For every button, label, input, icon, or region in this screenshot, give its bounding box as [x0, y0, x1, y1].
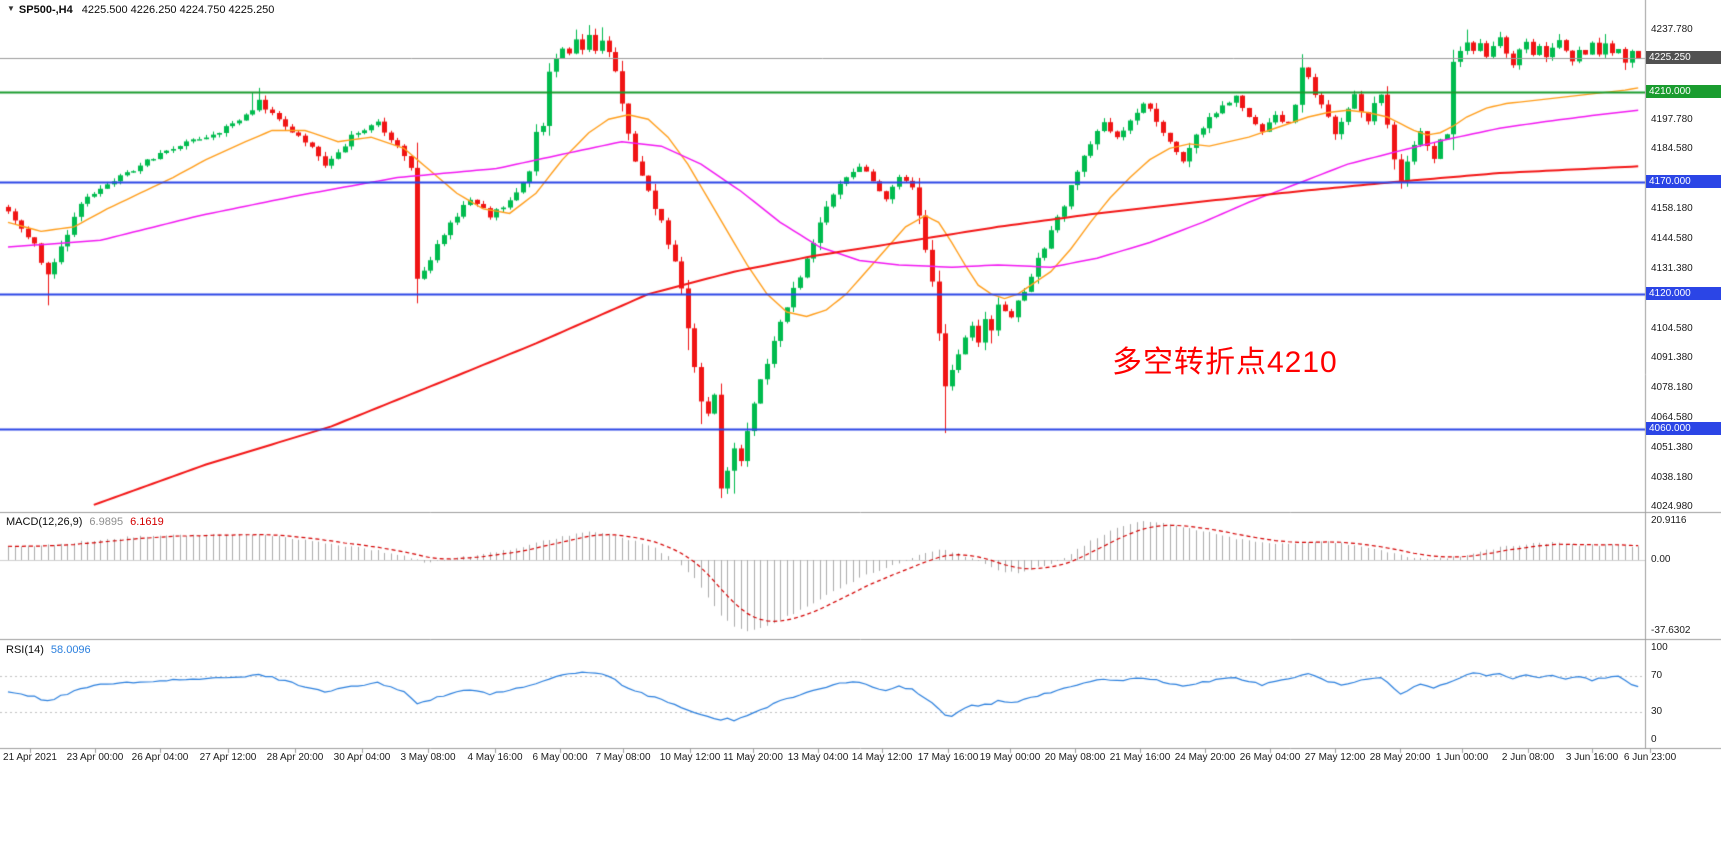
rsi-axis-label: 0: [1651, 734, 1657, 745]
price-axis-label: 4131.380: [1651, 262, 1693, 274]
rsi-name: RSI(14): [6, 644, 44, 656]
time-axis-label: 21 May 16:00: [1109, 752, 1171, 763]
price-axis-label: 4144.580: [1651, 233, 1693, 244]
symbol-period-label: SP500-,H4: [18, 4, 73, 16]
time-axis-label: 27 May 12:00: [1304, 752, 1366, 763]
rsi-axis-label: 70: [1651, 669, 1663, 681]
macd-name: MACD(12,26,9): [6, 516, 83, 528]
time-axis-label: 7 May 08:00: [595, 752, 651, 763]
price-level-tag: 4170.000: [1646, 175, 1721, 189]
rsi-axis-label: 100: [1651, 642, 1668, 653]
time-axis-label: 2 Jun 08:00: [1501, 752, 1555, 763]
time-axis[interactable]: 21 Apr 2021 23 Apr 00:00 26 Apr 04:00 27 Ap…: [0, 749, 1721, 771]
time-axis-label: 4 May 16:00: [467, 752, 523, 763]
time-axis-label: 24 May 20:00: [1174, 752, 1236, 763]
time-axis-label: 14 May 12:00: [851, 752, 913, 763]
price-axis-label: 4158.180: [1651, 202, 1693, 214]
price-axis-label: 4104.580: [1651, 322, 1693, 334]
time-axis-label: 11 May 20:00: [723, 752, 783, 763]
time-axis-label: 26 Apr 04:00: [131, 752, 189, 763]
time-axis-label: 13 May 04:00: [787, 752, 849, 763]
macd-axis-label: 20.9116: [1651, 514, 1687, 526]
macd-indicator-label: MACD(12,26,9) 6.9895 6.1619: [6, 516, 164, 528]
price-level-tag: 4225.250: [1646, 51, 1721, 65]
price-axis-label: 4184.580: [1651, 143, 1693, 155]
price-axis-label: 4064.580: [1651, 412, 1693, 424]
chart-header: ▼ SP500-,H4 4225.500 4226.250 4224.750 422…: [7, 4, 274, 16]
macd-signal-value: 6.1619: [130, 516, 164, 528]
price-axis-label: 4024.980: [1651, 501, 1693, 513]
price-level-tag: 4120.000: [1646, 287, 1721, 301]
time-axis-label: 1 Jun 00:00: [1435, 752, 1489, 763]
chart-text-annotation: 多空转折点4210: [1112, 346, 1338, 379]
time-axis-label: 26 May 04:00: [1239, 752, 1301, 763]
symbol-marker-icon: ▼: [7, 4, 15, 13]
price-axis-label: 4197.780: [1651, 113, 1693, 125]
price-axis-label: 4078.180: [1651, 381, 1693, 393]
rsi-value: 58.0096: [50, 644, 91, 656]
time-axis-label: 6 Jun 23:00: [1623, 752, 1677, 763]
time-axis-label: 17 May 16:00: [917, 752, 979, 763]
time-axis-label: 3 May 08:00: [400, 752, 456, 763]
time-axis-label: 23 Apr 00:00: [66, 752, 124, 763]
rsi-axis-label: 30: [1651, 706, 1663, 718]
price-level-tag: 4060.000: [1646, 421, 1721, 435]
price-axis-label: 4051.380: [1651, 441, 1693, 453]
price-axis[interactable]: 4237.780 4197.780 4184.580 4158.180 4144.580…: [1645, 0, 1721, 748]
time-axis-label: 20 May 08:00: [1044, 752, 1106, 763]
time-axis-label: 28 Apr 20:00: [266, 752, 324, 763]
price-axis-label: 4038.180: [1651, 471, 1693, 483]
ohlc-values: 4225.500 4226.250 4224.750 4225.250: [81, 4, 275, 16]
time-axis-label: 19 May 00:00: [979, 752, 1041, 763]
time-axis-label: 3 Jun 16:00: [1565, 752, 1619, 763]
time-axis-label: 6 May 00:00: [532, 752, 588, 763]
time-axis-label: 10 May 12:00: [659, 752, 721, 763]
macd-main-value: 6.9895: [89, 516, 124, 528]
rsi-indicator-label: RSI(14) 58.0096: [6, 644, 91, 656]
price-level-tag: 4210.000: [1646, 85, 1721, 99]
macd-axis-label: 0.00: [1651, 554, 1671, 565]
price-axis-label: 4091.380: [1651, 352, 1693, 364]
macd-axis-label: -37.6302: [1651, 625, 1691, 636]
time-axis-label: 28 May 20:00: [1369, 752, 1431, 763]
time-axis-label: 30 Apr 04:00: [333, 752, 391, 763]
price-axis-label: 4237.780: [1651, 24, 1693, 36]
time-axis-label: 27 Apr 12:00: [199, 752, 257, 763]
time-axis-label: 21 Apr 2021: [3, 752, 57, 763]
